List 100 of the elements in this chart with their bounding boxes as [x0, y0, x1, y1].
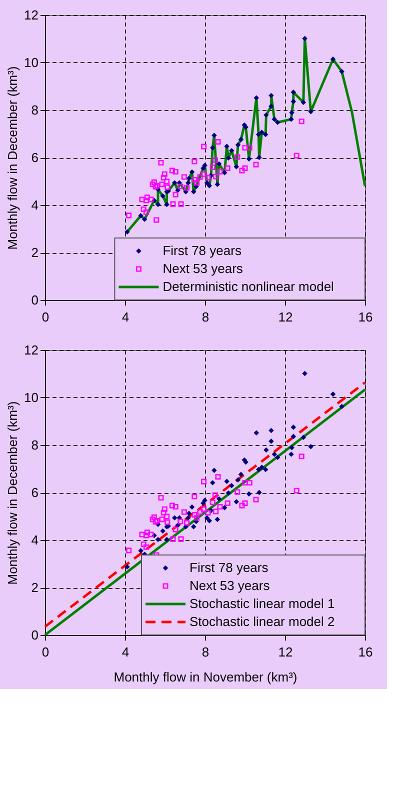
point: [178, 201, 184, 207]
point: [272, 452, 278, 457]
y-tick-label: 12: [24, 8, 38, 22]
point: [290, 424, 296, 430]
point: [226, 490, 232, 496]
x-tick-label: 8: [202, 310, 210, 324]
point: [181, 174, 187, 180]
point: [172, 526, 178, 532]
point: [139, 532, 145, 538]
point: [215, 139, 221, 145]
point: [169, 168, 175, 174]
point: [254, 430, 260, 436]
point: [181, 509, 187, 515]
point: [274, 120, 280, 125]
point: [216, 161, 222, 167]
x-tick-label: 16: [358, 310, 373, 324]
point: [262, 132, 268, 138]
point: [178, 518, 184, 524]
point: [238, 472, 244, 478]
point: [228, 148, 234, 154]
point: [164, 184, 170, 190]
y-tick-label: 10: [24, 55, 38, 70]
point: [190, 189, 196, 194]
point: [138, 548, 144, 554]
point: [216, 496, 222, 502]
point: [164, 178, 170, 184]
point: [212, 157, 218, 163]
point: [126, 548, 132, 554]
x-tick-label: 16: [358, 644, 373, 660]
point: [201, 506, 207, 512]
point: [238, 136, 244, 142]
point: [160, 174, 166, 180]
point: [215, 474, 221, 480]
x-tick-label: 8: [202, 644, 210, 660]
point: [144, 194, 150, 200]
point: [189, 504, 195, 510]
point: [184, 185, 190, 191]
point: [192, 494, 198, 500]
point: [186, 515, 191, 521]
point: [246, 491, 252, 497]
point: [288, 452, 294, 457]
point: [164, 519, 170, 525]
point: [192, 158, 198, 164]
point: [234, 164, 240, 170]
point: [298, 454, 304, 460]
point: [294, 152, 300, 158]
point: [239, 502, 245, 508]
point: [140, 206, 146, 212]
point: [138, 213, 144, 218]
legend-label: Next 53 years: [162, 261, 244, 276]
x-tick-label: 0: [42, 644, 50, 660]
legend-label: Stochastic linear model 2: [190, 614, 335, 629]
point: [290, 98, 296, 104]
point: [192, 512, 198, 518]
point: [239, 168, 245, 174]
point: [256, 466, 262, 472]
x-tick-label: 12: [278, 644, 293, 660]
y-tick-label: 12: [24, 342, 38, 358]
y-axis-title: Monthly flow in December (km³): [5, 66, 20, 250]
point: [197, 509, 203, 515]
point: [148, 196, 154, 202]
point: [143, 209, 149, 215]
point: [126, 212, 132, 218]
point: [212, 492, 218, 498]
point: [214, 182, 220, 187]
point: [272, 116, 278, 122]
y-tick-label: 0: [31, 628, 38, 642]
y-axis-title: Monthly flow in December (km³): [5, 401, 20, 585]
point: [172, 192, 178, 198]
point: [194, 180, 200, 186]
point: [172, 180, 178, 186]
point: [202, 162, 208, 168]
point: [308, 444, 314, 450]
point: [158, 160, 164, 166]
point: [256, 132, 262, 138]
legend-label: Next 53 years: [190, 578, 270, 593]
point: [151, 179, 157, 185]
point: [201, 171, 207, 177]
x-tick-label: 0: [42, 310, 50, 324]
legend-label: Deterministic nonlinear model: [162, 279, 334, 294]
x-axis-title: Monthly flow in November (km³): [114, 670, 298, 684]
point: [194, 515, 200, 521]
y-tick-label: 4: [31, 198, 38, 212]
point: [201, 478, 207, 484]
point: [268, 104, 274, 109]
point: [204, 515, 210, 521]
point: [212, 132, 217, 138]
point: [205, 510, 211, 516]
point: [212, 468, 217, 474]
point: [140, 542, 146, 548]
point: [210, 145, 216, 150]
legend-label: Stochastic linear model 1: [190, 596, 335, 611]
point: [162, 171, 168, 177]
x-tick-label: 12: [278, 310, 293, 324]
point: [151, 514, 157, 520]
x-tick-label: 4: [122, 644, 130, 660]
point: [155, 202, 161, 208]
point: [143, 544, 149, 550]
point: [197, 174, 203, 180]
point: [201, 144, 207, 150]
